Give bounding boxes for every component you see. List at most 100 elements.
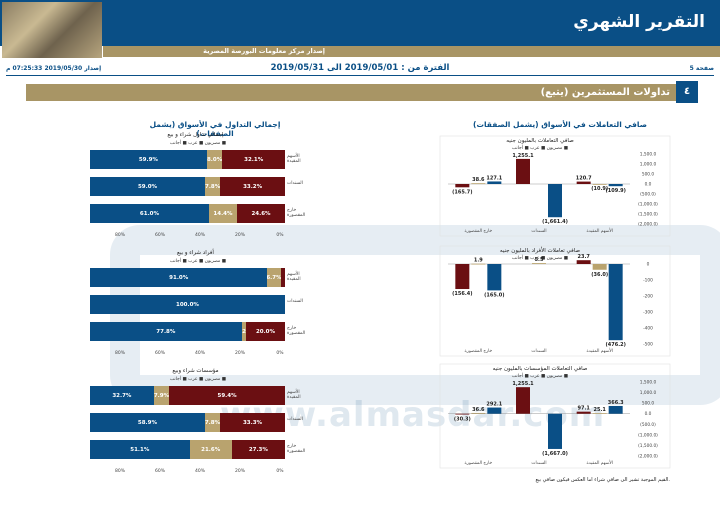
axis-tick: 20% (234, 351, 245, 356)
y-tick-label: 500.0 (642, 172, 655, 178)
legend: مصريون ■ عرب ■ أجانب ■ (169, 141, 227, 146)
category-label: السندات (531, 349, 546, 354)
bar-value-label: (156.4) (452, 291, 472, 297)
bar-segment: 59.4% (169, 386, 285, 405)
bar-segment: 91.0% (90, 268, 268, 287)
axis-tick: 0% (276, 469, 284, 474)
row-label: السندات (287, 417, 303, 422)
y-tick-label: (500.0) (640, 192, 656, 198)
bar (592, 413, 607, 414)
y-tick-label: (1,500.0) (638, 443, 658, 449)
bar (608, 184, 623, 187)
y-tick-label: 0 (647, 262, 650, 268)
chart-frame (439, 135, 671, 237)
divider (6, 75, 714, 76)
category-label: خارج المقصورة (465, 349, 493, 354)
bar (592, 184, 607, 185)
row-label: خارج المقصورة (287, 444, 306, 454)
section-number: ٤ (676, 81, 698, 103)
bar (608, 405, 623, 414)
bar-segment: 8.0% (206, 150, 223, 169)
bar (455, 184, 470, 188)
bar-value-label: (165.0) (484, 292, 504, 298)
bar (471, 263, 486, 265)
y-tick-label: -500 (643, 342, 653, 348)
axis-tick: 60% (154, 233, 165, 238)
y-tick-label: (1,500.0) (638, 212, 658, 218)
bar (576, 260, 591, 264)
axis-tick: 80% (114, 233, 125, 238)
stacked-bar: 59.9% 8.0% 32.1% (90, 150, 285, 169)
axis-tick: 40% (194, 351, 205, 356)
bar-value-label: 5.5 (535, 257, 544, 263)
bar-segment: 51.1% (90, 440, 190, 459)
chart-title: صافي التعاملات المؤسسات بالمليون جنيه (493, 366, 588, 372)
y-tick-label: 500.0 (642, 401, 655, 407)
section-bar (26, 84, 690, 101)
bar-segment: 77.8% (90, 322, 242, 341)
legend: مصريون ■ عرب ■ أجانب ■ (169, 259, 227, 264)
bar-value-label: (1,661.4) (542, 219, 568, 225)
category-label: خارج المقصورة (465, 461, 493, 466)
chart-title: صافي تعاملات الأفراد بالمليون جنيه (500, 246, 581, 254)
group-title: إجمالي تداول شراء و بيع (167, 132, 224, 138)
axis-tick: 60% (154, 351, 165, 356)
bar-value-label: (165.7) (452, 189, 472, 195)
bar (576, 181, 591, 184)
bar-segment: 33.3% (220, 413, 285, 432)
bar-segment: 20.0% (245, 322, 285, 341)
y-tick-label: -300 (643, 310, 653, 316)
bar-segment: 59.0% (90, 177, 206, 196)
axis-tick: 60% (154, 469, 165, 474)
bar-value-label: 1.9 (474, 258, 483, 264)
y-tick-label: (500.0) (640, 422, 656, 428)
axis-tick: 40% (194, 233, 205, 238)
y-tick-label: 1,000.0 (640, 162, 657, 168)
category-label: الأسهم المقيدة (586, 459, 612, 466)
left-panel: إجمالي تداول شراء و بيع مصريون ■ عرب ■ أج… (88, 128, 306, 474)
bar (592, 264, 607, 270)
y-tick-label: 0.0 (645, 411, 652, 417)
chart-legend: مصريون ■ عرب ■ أجانب ■ (512, 254, 568, 261)
axis-tick: 80% (114, 469, 125, 474)
bar-segment: 14.4% (208, 204, 238, 223)
header-subbar (103, 46, 720, 57)
y-tick-label: 1,500.0 (640, 152, 657, 158)
y-tick-label: (2,000.0) (638, 454, 658, 460)
bar-value-label: 23.7 (577, 254, 590, 260)
row-label: السندات (287, 181, 303, 186)
y-tick-label: -400 (643, 326, 653, 332)
chart-frame (439, 363, 671, 469)
right-panel: صافي التعاملات بالمليون جنيه مصريون ■ عرب… (439, 128, 671, 473)
bar (471, 412, 486, 414)
bar (516, 158, 530, 184)
report-title: التقرير الشهري (573, 12, 705, 32)
y-tick-label: -100 (643, 278, 653, 284)
bar-segment: 32.7% (90, 386, 154, 405)
bar-segment: 58.9% (90, 413, 205, 432)
section-title: تداولات المستثمرين (يتبع) (540, 87, 670, 98)
bar-segment: 100.0% (90, 295, 285, 314)
row-label: الأسهم المقيدة (287, 390, 301, 400)
footnote: القيم الموجبة تشير الى صافي شراء اما الع… (535, 477, 670, 483)
axis-tick: 0% (276, 351, 284, 356)
bar (455, 264, 470, 290)
legend: مصريون ■ عرب ■ أجانب ■ (169, 377, 227, 382)
bar-value-label: (10.9) (591, 186, 608, 192)
bar-value-label: 38.6 (472, 177, 485, 183)
chart-frame (439, 245, 671, 357)
chart-title: صافي التعاملات بالمليون جنيه (506, 138, 574, 144)
left-panel-title: إجمالي التداول في الأسواق (يشمل الصفقات) (149, 120, 281, 138)
chart-legend: مصريون ■ عرب ■ أجانب ■ (512, 144, 568, 151)
bar-segment (280, 268, 285, 287)
page-number: صفحة 5 (689, 65, 714, 72)
axis-tick: 80% (114, 351, 125, 356)
bar-value-label: 366.3 (608, 400, 624, 406)
bar-value-label: 127.1 (486, 175, 502, 181)
y-tick-label: (2,000.0) (638, 222, 658, 228)
axis-tick: 20% (234, 233, 245, 238)
bar-segment: 61.0% (90, 204, 209, 223)
bar (576, 411, 591, 414)
bar-segment: 24.6% (237, 204, 285, 223)
